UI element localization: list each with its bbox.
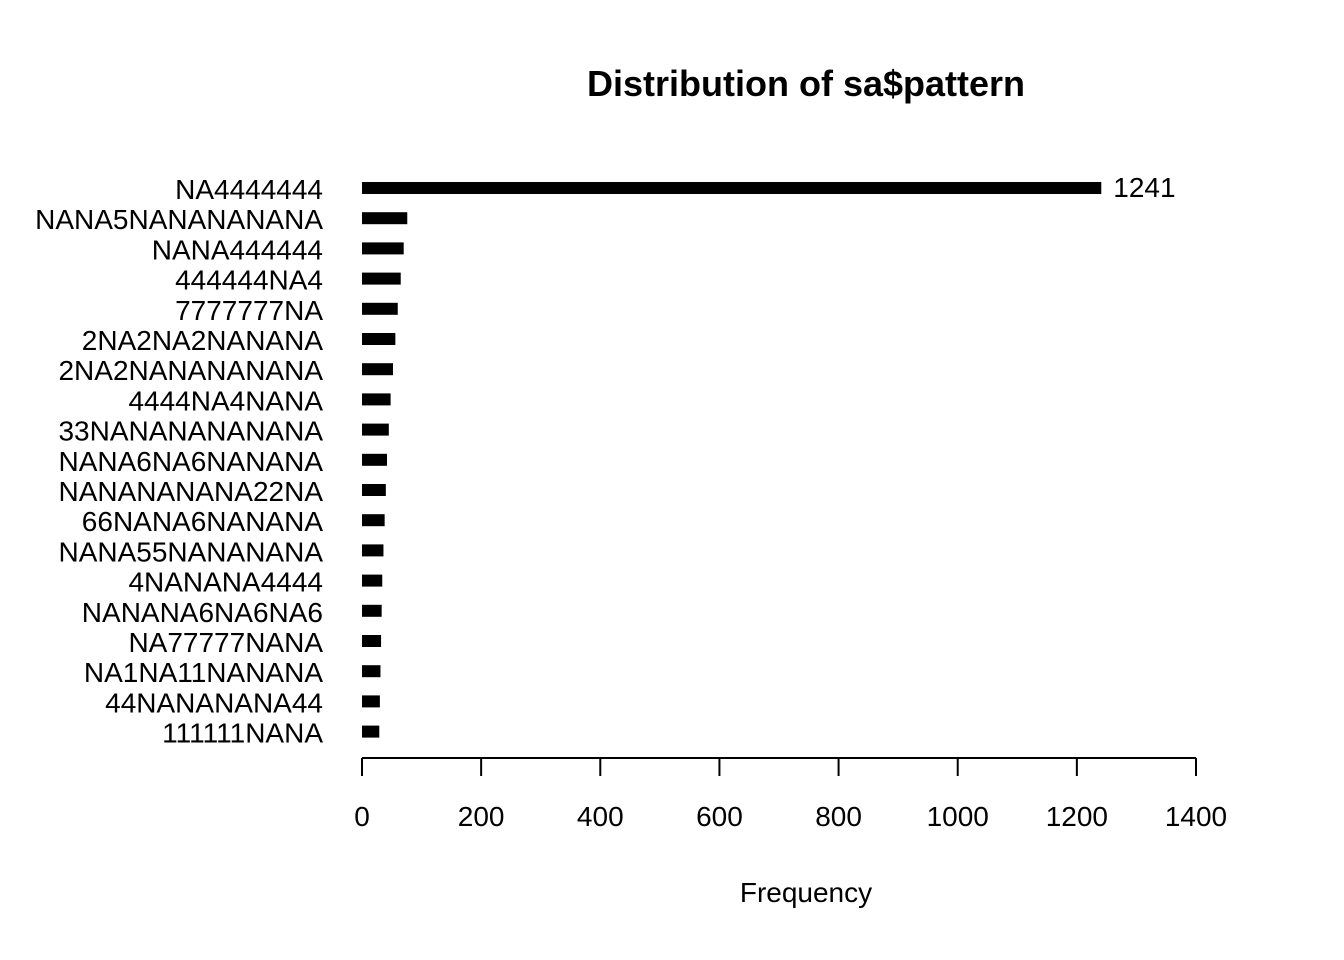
category-label: 111111NANA — [162, 718, 323, 749]
category-labels: NA4444444NANA5NANANANANANANA444444444444… — [35, 174, 323, 749]
bar — [362, 484, 386, 496]
x-tick-label: 1200 — [1046, 801, 1108, 832]
category-label: 4NANANA4444 — [128, 567, 323, 598]
bar — [362, 393, 391, 406]
category-label: NANANA6NA6NA6 — [82, 597, 323, 628]
x-tick-label: 1000 — [927, 801, 989, 832]
category-label: 4444NA4NANA — [128, 385, 323, 416]
category-label: NA77777NANA — [128, 627, 323, 658]
bar — [362, 242, 404, 255]
category-label: NANA55NANANANA — [58, 536, 323, 567]
x-tick-label: 400 — [577, 801, 624, 832]
bar — [362, 302, 398, 315]
bar — [362, 212, 408, 225]
x-axis-label: Frequency — [740, 877, 872, 908]
category-label: 2NA2NA2NANANA — [82, 325, 324, 356]
bar — [362, 604, 382, 617]
x-tick-label: 200 — [458, 801, 505, 832]
category-label: 44NANANANA44 — [105, 687, 323, 718]
x-tick-label: 1400 — [1165, 801, 1227, 832]
bar — [362, 453, 388, 466]
x-tick-label: 0 — [354, 801, 370, 832]
x-tick-label: 800 — [815, 801, 862, 832]
bar — [362, 695, 380, 708]
category-label: NA4444444 — [175, 174, 323, 205]
x-tick-label: 600 — [696, 801, 743, 832]
value-label: 1241 — [1113, 172, 1175, 203]
bars-layer — [362, 182, 1102, 738]
category-label: 7777777NA — [175, 295, 323, 326]
bar — [362, 665, 381, 678]
category-label: NANANANANA22NA — [58, 476, 323, 507]
bar — [362, 423, 389, 436]
category-label: 444444NA4 — [175, 265, 323, 296]
bar — [362, 272, 401, 285]
category-label: 2NA2NANANANANA — [58, 355, 323, 386]
category-label: NANA5NANANANANA — [35, 204, 323, 235]
bar — [362, 544, 384, 557]
category-label: 33NANANANANANA — [58, 416, 323, 447]
bar — [362, 363, 393, 376]
category-label: NANA6NA6NANANA — [58, 446, 323, 477]
category-label: NANA444444 — [152, 234, 323, 265]
category-label: NA1NA11NANANA — [84, 657, 323, 688]
x-axis: 0 200 400 600 800 1000 1200 1400 — [354, 757, 1227, 832]
chart-title: Distribution of sa$pattern — [587, 63, 1025, 104]
category-label: 66NANA6NANANA — [82, 506, 324, 537]
bar — [362, 182, 1102, 194]
bar — [362, 635, 382, 647]
bar — [362, 333, 396, 345]
bar — [362, 574, 383, 587]
bar — [362, 514, 385, 527]
value-labels: 1241 — [1113, 172, 1175, 203]
bar — [362, 725, 380, 738]
